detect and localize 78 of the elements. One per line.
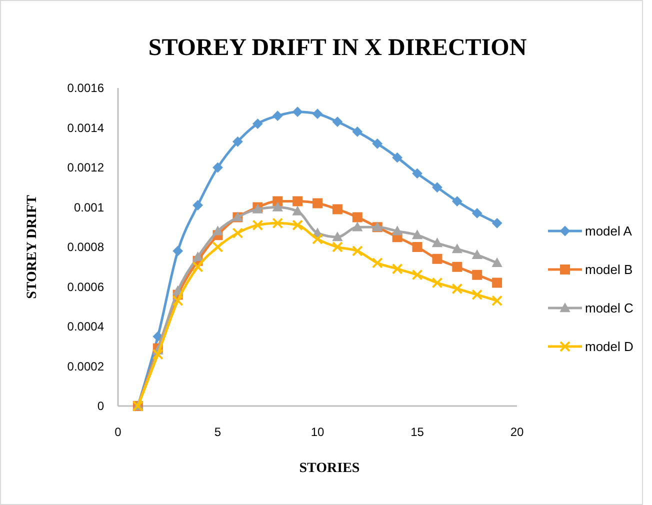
point: [432, 182, 442, 192]
legend-label: model C: [585, 300, 634, 316]
point: [232, 228, 244, 239]
legend-label: model D: [585, 339, 634, 354]
point: [252, 118, 263, 129]
point: [472, 250, 482, 260]
point: [432, 277, 443, 288]
y-tick-label: 0.0016: [67, 81, 104, 96]
point: [332, 242, 343, 252]
y-tick-label: 0.0014: [67, 120, 104, 135]
legend-label: model A: [585, 224, 632, 239]
y-tick-label: 0.0012: [67, 160, 104, 175]
point: [392, 226, 402, 236]
point: [352, 222, 362, 232]
point: [352, 245, 363, 256]
point: [232, 136, 243, 147]
point: [352, 212, 362, 222]
point: [152, 331, 163, 342]
point: [372, 257, 383, 268]
point: [332, 116, 342, 127]
point: [192, 252, 203, 262]
point: [272, 202, 283, 212]
point: [492, 278, 502, 288]
point: [432, 254, 442, 264]
point: [492, 258, 502, 267]
x-tick-label: 15: [410, 425, 424, 439]
point: [312, 234, 323, 245]
point: [272, 218, 284, 229]
y-tick-label: 0.0006: [67, 280, 104, 294]
point: [172, 246, 183, 256]
point: [152, 348, 164, 360]
x-tick-label: 10: [310, 425, 324, 439]
chart-title: STOREY DRIFT IN X DIRECTION: [148, 35, 528, 61]
y-tick-label: 0.001: [74, 200, 104, 214]
point: [392, 263, 403, 274]
point: [192, 261, 204, 272]
point: [252, 220, 264, 231]
point: [372, 138, 382, 149]
point: [452, 196, 462, 206]
point: [472, 270, 482, 280]
y-tick-label: 0: [97, 399, 104, 414]
point: [432, 238, 442, 248]
point: [212, 226, 223, 236]
point: [352, 126, 362, 137]
point: [452, 262, 462, 272]
y-tick-label: 0.0008: [67, 240, 104, 254]
point: [192, 200, 203, 210]
point: [412, 242, 422, 252]
x-tick-label: 20: [510, 425, 524, 439]
point: [452, 283, 463, 294]
x-tick-label: 5: [214, 425, 222, 439]
x-tick-label: 0: [114, 425, 122, 439]
point: [472, 289, 483, 300]
point: [392, 152, 402, 163]
legend-label: model B: [585, 262, 633, 278]
point: [492, 295, 503, 306]
point: [292, 106, 303, 117]
point: [272, 110, 283, 121]
point: [412, 168, 422, 178]
point: [472, 208, 482, 218]
point: [212, 162, 223, 172]
point: [212, 242, 224, 252]
point: [332, 232, 342, 242]
point: [412, 230, 422, 240]
point: [452, 244, 462, 254]
point: [492, 218, 502, 228]
x-axis-title: STORIES: [299, 461, 360, 476]
point: [172, 295, 184, 306]
point: [292, 196, 303, 206]
point: [292, 206, 303, 216]
point: [312, 108, 322, 119]
y-axis-title: STOREY DRIFT: [25, 194, 40, 299]
point: [332, 204, 342, 214]
point: [312, 198, 322, 208]
point: [412, 269, 423, 280]
point: [292, 220, 304, 231]
y-tick-label: 0.0004: [67, 320, 104, 334]
y-tick-label: 0.0002: [67, 359, 104, 374]
